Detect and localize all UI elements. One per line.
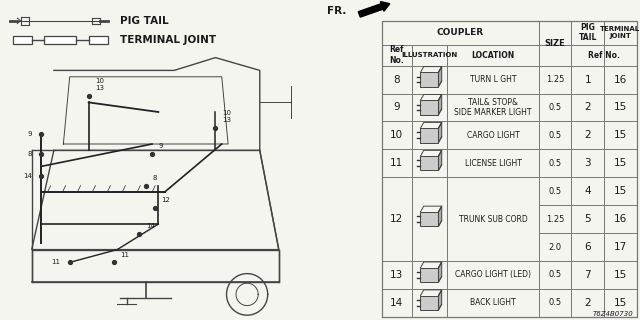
Text: 0.5: 0.5 xyxy=(548,131,562,140)
Text: 2: 2 xyxy=(584,298,591,308)
Polygon shape xyxy=(438,94,442,115)
Bar xyxy=(420,156,438,171)
Text: 8: 8 xyxy=(394,75,400,84)
Text: 15: 15 xyxy=(614,158,627,168)
Text: LOCATION: LOCATION xyxy=(472,51,515,60)
Text: 5: 5 xyxy=(584,214,591,224)
Text: 0.5: 0.5 xyxy=(548,298,562,307)
Text: 16: 16 xyxy=(614,75,627,84)
Text: 13: 13 xyxy=(390,270,403,280)
Text: 11: 11 xyxy=(390,158,403,168)
Text: CARGO LIGHT (LED): CARGO LIGHT (LED) xyxy=(455,270,531,279)
Bar xyxy=(420,100,438,115)
Text: LICENSE LIGHT: LICENSE LIGHT xyxy=(465,159,522,168)
Text: 14: 14 xyxy=(146,223,155,229)
Text: 1: 1 xyxy=(584,75,591,84)
Bar xyxy=(13,36,32,44)
Text: 2: 2 xyxy=(584,102,591,112)
Bar xyxy=(420,296,438,310)
Text: 14: 14 xyxy=(390,298,403,308)
Polygon shape xyxy=(438,150,442,171)
Text: Ref No.: Ref No. xyxy=(588,51,620,60)
Bar xyxy=(44,36,76,44)
Text: TURN L GHT: TURN L GHT xyxy=(470,75,516,84)
Text: FR.: FR. xyxy=(326,6,346,16)
Text: 16: 16 xyxy=(614,214,627,224)
Text: 14: 14 xyxy=(23,173,32,179)
Text: TAIL& STOP&
SIDE MARKER LIGHT: TAIL& STOP& SIDE MARKER LIGHT xyxy=(454,98,532,117)
Polygon shape xyxy=(438,290,442,310)
Text: 3: 3 xyxy=(584,158,591,168)
Text: 15: 15 xyxy=(614,130,627,140)
Text: Ref
No.: Ref No. xyxy=(390,45,404,65)
Text: CARGO LIGHT: CARGO LIGHT xyxy=(467,131,520,140)
Text: 15: 15 xyxy=(614,186,627,196)
Bar xyxy=(89,36,108,44)
Polygon shape xyxy=(438,262,442,282)
Text: SIZE: SIZE xyxy=(545,39,566,48)
Text: 12: 12 xyxy=(161,197,170,203)
Text: 2: 2 xyxy=(584,130,591,140)
Text: 0.5: 0.5 xyxy=(548,103,562,112)
Text: 9: 9 xyxy=(27,132,32,137)
Text: 0.5: 0.5 xyxy=(548,187,562,196)
Text: 11: 11 xyxy=(51,260,60,265)
Text: ILLUSTRATION: ILLUSTRATION xyxy=(401,52,458,58)
Text: 11: 11 xyxy=(120,252,129,258)
Text: 0.5: 0.5 xyxy=(548,159,562,168)
Text: PIG TAIL: PIG TAIL xyxy=(120,16,169,26)
Bar xyxy=(420,212,438,226)
Text: 15: 15 xyxy=(614,102,627,112)
Text: 1.25: 1.25 xyxy=(546,215,564,224)
Text: 12: 12 xyxy=(390,214,403,224)
Text: TERMINAL JOINT: TERMINAL JOINT xyxy=(120,35,216,45)
Text: 2.0: 2.0 xyxy=(548,243,562,252)
Bar xyxy=(420,128,438,143)
Text: 8: 8 xyxy=(152,175,157,181)
Polygon shape xyxy=(438,123,442,143)
Text: 4: 4 xyxy=(584,186,591,196)
FancyArrow shape xyxy=(358,2,390,17)
Text: 17: 17 xyxy=(614,242,627,252)
Polygon shape xyxy=(438,206,442,226)
Text: 10
13: 10 13 xyxy=(95,78,104,91)
Polygon shape xyxy=(438,67,442,87)
Text: PIG
TAIL: PIG TAIL xyxy=(579,23,597,43)
Text: BACK LIGHT: BACK LIGHT xyxy=(470,298,516,307)
Text: T6Z4B0730: T6Z4B0730 xyxy=(593,311,634,317)
Text: 15: 15 xyxy=(614,298,627,308)
Text: 6: 6 xyxy=(584,242,591,252)
Text: 10: 10 xyxy=(390,130,403,140)
Text: 15: 15 xyxy=(614,270,627,280)
Text: 9: 9 xyxy=(394,102,400,112)
Text: 1.25: 1.25 xyxy=(546,75,564,84)
Bar xyxy=(420,268,438,282)
Text: 8: 8 xyxy=(27,151,32,156)
Text: 10
13: 10 13 xyxy=(222,110,231,123)
Text: TERMINAL
JOINT: TERMINAL JOINT xyxy=(600,26,640,39)
Text: 0.5: 0.5 xyxy=(548,270,562,279)
Text: TRUNK SUB CORD: TRUNK SUB CORD xyxy=(459,215,527,224)
Text: 9: 9 xyxy=(159,143,163,149)
Bar xyxy=(420,72,438,87)
Text: COUPLER: COUPLER xyxy=(437,28,484,37)
Text: 7: 7 xyxy=(584,270,591,280)
